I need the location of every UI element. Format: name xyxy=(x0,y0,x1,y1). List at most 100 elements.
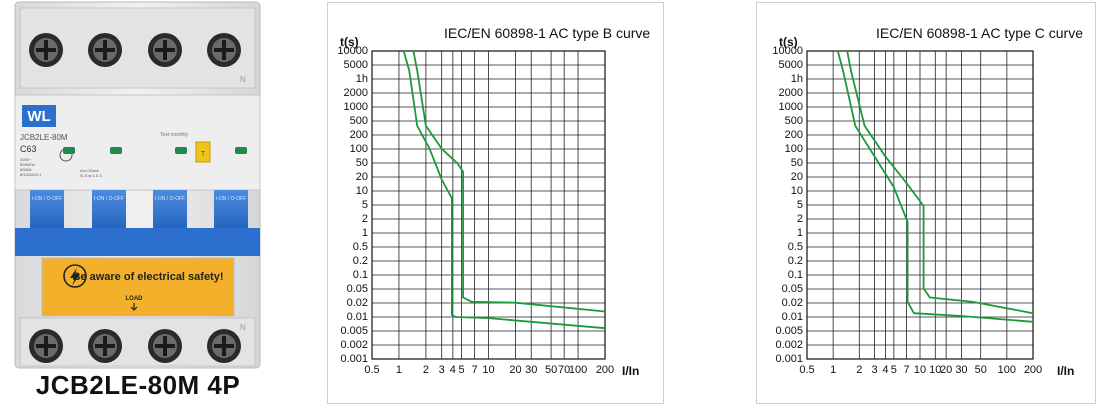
x-tick-label: 7 xyxy=(471,364,478,376)
spec-line: IEC61009-1 xyxy=(20,172,42,177)
warning-text: Be aware of electrical safety! xyxy=(72,271,223,283)
toggle-label: I-ON / O-OFF xyxy=(94,196,124,202)
y-tick-label: 5000 xyxy=(778,59,803,71)
chart-plot xyxy=(806,50,1034,360)
terminal-letter: N xyxy=(240,75,246,84)
y-tick-label: 500 xyxy=(349,115,368,127)
y-tick-label: 10 xyxy=(355,185,368,197)
plot-frame xyxy=(806,50,1034,360)
trip-curve-upper xyxy=(846,50,1034,315)
indicator-window xyxy=(110,147,122,154)
curve-chart-c: IEC/EN 60898-1 AC type C curve t(s) I/In… xyxy=(756,2,1096,404)
x-tick-label: 3 xyxy=(438,364,445,376)
y-tick-label: 0.005 xyxy=(775,325,803,337)
y-tick-label: 0.02 xyxy=(781,297,803,309)
x-tick-label: 100 xyxy=(568,364,588,376)
y-tick-label: 0.05 xyxy=(346,283,368,295)
toggle-handles[interactable] xyxy=(30,190,248,235)
x-tick-label: 4 xyxy=(449,364,456,376)
test-button[interactable] xyxy=(195,141,211,163)
trip-curve-upper xyxy=(412,50,606,313)
x-tick-label: 0.5 xyxy=(799,364,815,376)
y-tick-label: 0.5 xyxy=(787,241,803,253)
y-tick-label: 20 xyxy=(355,171,368,183)
y-tick-label: 50 xyxy=(790,157,803,169)
top-terminals xyxy=(19,7,256,89)
y-tick-label: 0.005 xyxy=(340,325,368,337)
y-tick-label: 0.2 xyxy=(352,255,368,267)
x-tick-label: 10 xyxy=(929,364,942,376)
x-tick-label: 100 xyxy=(997,364,1017,376)
x-tick-label: 7 xyxy=(903,364,910,376)
x-tick-label: 20 xyxy=(940,364,953,376)
lightning-icon xyxy=(63,264,87,288)
test-button-label: T xyxy=(201,151,206,158)
y-tick-label: 0.1 xyxy=(352,269,368,281)
y-tick-label: 10000 xyxy=(337,45,368,57)
x-tick-label: 30 xyxy=(955,364,968,376)
x-axis-label: I/In xyxy=(1057,364,1075,378)
x-tick-label: 3 xyxy=(871,364,878,376)
x-tick-label: 0.5 xyxy=(364,364,380,376)
y-tick-label: 1 xyxy=(796,227,803,239)
x-tick-label: 30 xyxy=(525,364,538,376)
bottom-terminals xyxy=(19,317,256,367)
y-tick-label: 1h xyxy=(355,73,368,85)
y-tick-label: 1000 xyxy=(343,101,368,113)
y-tick-label: 0.1 xyxy=(787,269,803,281)
y-axis-label: t(s) xyxy=(779,35,798,49)
y-tick-label: 0.05 xyxy=(781,283,803,295)
toggle-label: I-ON / O-OFF xyxy=(155,196,185,202)
x-tick-label: 4 xyxy=(882,364,889,376)
model-text: JCB2LE-80M xyxy=(20,133,68,142)
curve-chart-b: IEC/EN 60898-1 AC type B curve t(s) I/In… xyxy=(327,2,664,404)
brand-mark: WL xyxy=(27,108,50,125)
toggle-label: I-ON / O-OFF xyxy=(32,196,62,202)
y-tick-label: 0.01 xyxy=(346,311,368,323)
spec-line: 50/60Hz xyxy=(20,162,35,167)
x-tick-label: 10 xyxy=(913,364,927,376)
x-axis-label: I/In xyxy=(622,364,640,378)
trip-curve-lower xyxy=(836,50,1034,323)
x-tick-label: 5 xyxy=(458,364,465,376)
trip-curve-lower xyxy=(402,50,606,330)
y-tick-label: 5 xyxy=(361,199,368,211)
x-tick-label: 5 xyxy=(890,364,897,376)
y-tick-label: 10 xyxy=(790,185,803,197)
y-tick-label: 0.5 xyxy=(352,241,368,253)
y-tick-label: 20 xyxy=(790,171,803,183)
y-axis-label: t(s) xyxy=(340,35,359,49)
x-tick-label: 50 xyxy=(974,364,987,376)
spec-line: 6000A xyxy=(20,167,32,172)
y-tick-label: 0.02 xyxy=(346,297,368,309)
product-photo: WL JCB2LE-80M C63 400V~ 50/60Hz 6000A IE… xyxy=(0,0,265,406)
y-tick-label: 1000 xyxy=(778,101,803,113)
indicator-window xyxy=(175,147,187,154)
y-tick-label: 50 xyxy=(355,157,368,169)
y-tick-label: 5000 xyxy=(343,59,368,71)
x-tick-label: 70 xyxy=(558,364,571,376)
chart-plot xyxy=(371,50,606,360)
arrow-down-icon xyxy=(130,303,138,311)
breaker-illustration: WL JCB2LE-80M C63 400V~ 50/60Hz 6000A IE… xyxy=(14,1,261,369)
y-tick-label: 0.002 xyxy=(340,339,368,351)
product-caption: JCB2LE-80M 4P xyxy=(35,370,241,400)
y-tick-label: 0.002 xyxy=(775,339,803,351)
spec-line: IΔn=30mA xyxy=(80,168,99,173)
y-tick-label: 10000 xyxy=(772,45,803,57)
y-tick-label: 100 xyxy=(784,143,803,155)
toggle-label: I-ON / O-OFF xyxy=(216,196,246,202)
chart-title: IEC/EN 60898-1 AC type C curve xyxy=(876,25,1083,41)
rating-text: C63 xyxy=(20,144,37,154)
x-tick-label: 1 xyxy=(395,364,403,376)
x-tick-label: 50 xyxy=(544,364,558,376)
y-tick-label: 0.01 xyxy=(781,311,803,323)
spec-line: 400V~ xyxy=(20,157,32,162)
handle-bar[interactable] xyxy=(15,228,260,256)
y-tick-label: 2 xyxy=(796,213,803,225)
y-tick-label: 2 xyxy=(361,213,368,225)
y-tick-label: 0.001 xyxy=(775,353,803,365)
indicator-window xyxy=(63,147,75,154)
y-tick-label: 5 xyxy=(796,199,803,211)
y-tick-label: 2000 xyxy=(778,87,803,99)
